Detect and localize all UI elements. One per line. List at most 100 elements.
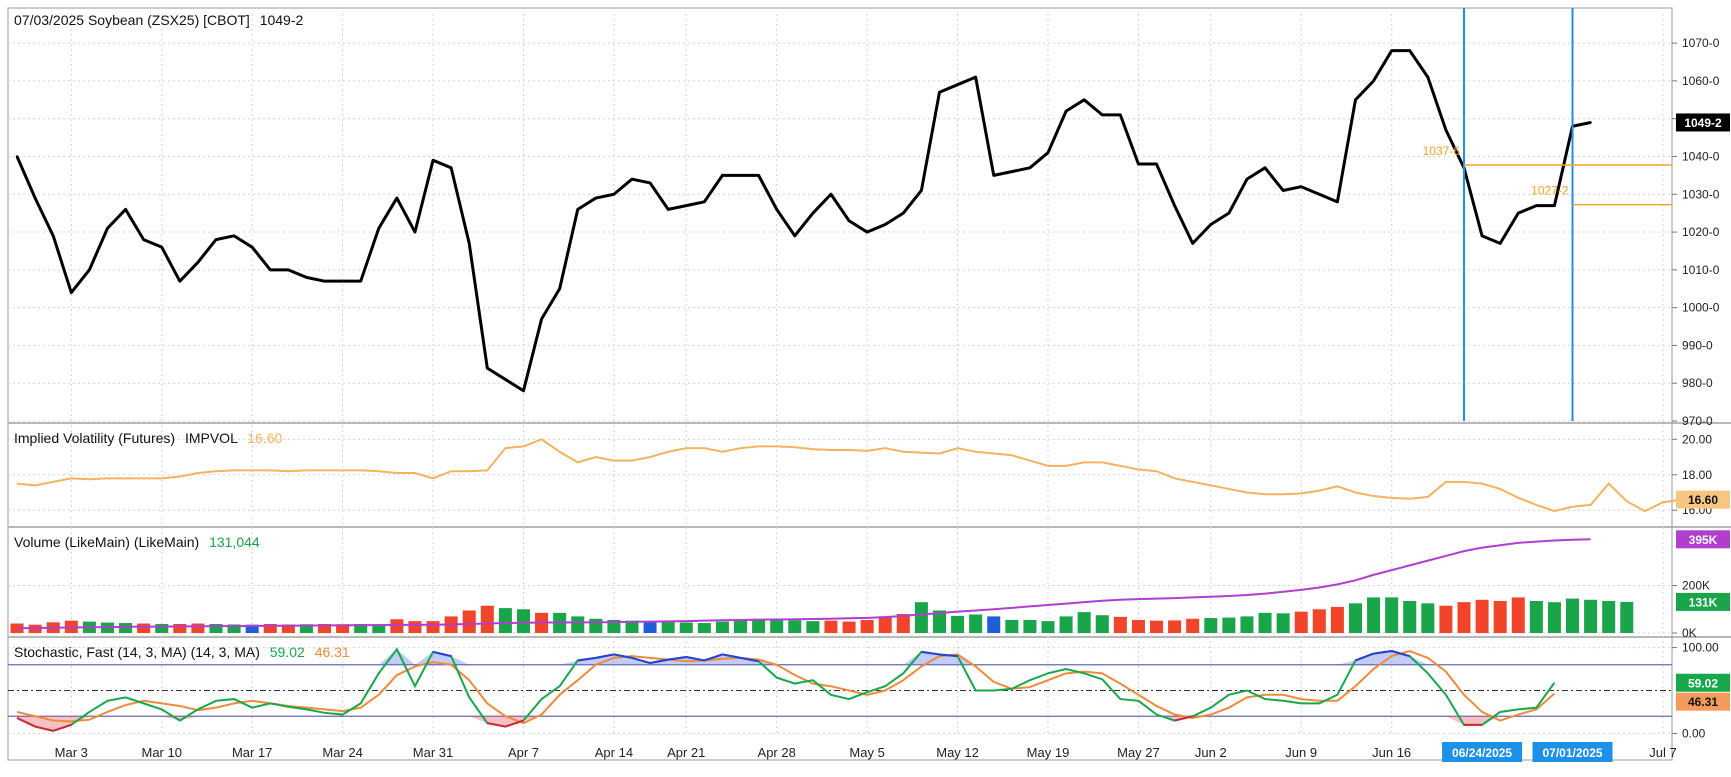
price-point: [1119, 113, 1122, 117]
price-point: [540, 317, 543, 321]
volume-bar: [697, 623, 711, 633]
volume-bar: [932, 610, 946, 633]
price-point: [1046, 151, 1050, 154]
volume-last-tag: 131K: [1689, 595, 1718, 609]
volume-bar: [1005, 619, 1019, 633]
price-point: [775, 208, 778, 211]
ivol-symbol: IMPVOL: [185, 430, 238, 446]
price-point: [1426, 75, 1430, 79]
price-point: [666, 208, 670, 211]
price-point: [1137, 162, 1140, 166]
price-point: [594, 196, 598, 200]
price-y-tick-label: 1030-0: [1682, 187, 1720, 201]
open-interest-tag: 395K: [1689, 533, 1718, 547]
price-point: [739, 174, 742, 177]
price-point: [142, 238, 145, 241]
x-tick-label: Apr 14: [595, 745, 633, 760]
stoch-k-value: 59.02: [270, 644, 305, 660]
price-y-tick-label: 1000-0: [1682, 301, 1720, 315]
volume-bar: [679, 622, 693, 633]
stoch-k-extreme-segment: [1373, 650, 1392, 655]
stoch-k-extreme-segment: [1174, 715, 1193, 722]
price-point: [920, 189, 923, 192]
volume-bar: [1059, 616, 1073, 633]
stoch-k-extreme-segment: [704, 653, 723, 662]
volume-bar: [318, 623, 332, 633]
price-point: [974, 75, 977, 79]
x-tick-label-highlight: 06/24/2025: [1452, 746, 1512, 760]
stoch-k-extreme-segment: [1355, 652, 1374, 662]
volume-bar: [1222, 617, 1236, 633]
price-point: [884, 223, 887, 226]
stochastic-fill-layer: [17, 649, 1555, 731]
x-tick-label: May 27: [1117, 745, 1160, 760]
stoch-k-extreme-segment: [613, 653, 633, 659]
volume-bar: [354, 623, 368, 633]
price-point: [486, 366, 489, 370]
price-point: [395, 196, 399, 200]
volume-bar: [1566, 598, 1580, 633]
volume-bar: [734, 619, 748, 633]
price-point: [359, 279, 362, 283]
price-point: [250, 245, 254, 249]
volume-bar: [516, 609, 530, 633]
open-interest-tag-bg: [1676, 530, 1730, 549]
stoch-k-extreme-segment: [52, 723, 72, 732]
x-tick-label: Mar 31: [413, 745, 453, 760]
volume-bar: [661, 622, 675, 633]
stoch-y-tick-label: 100.00: [1682, 641, 1719, 655]
stoch-k-extreme-segment: [649, 658, 669, 665]
price-point: [558, 287, 561, 290]
volume-bar: [227, 624, 241, 633]
price-y-tick-label: 980-0: [1682, 376, 1713, 390]
price-last-tag-bg: [1676, 113, 1730, 132]
stoch-k-extreme-segment: [722, 653, 741, 659]
price-point: [1010, 170, 1014, 173]
volume-bar: [1294, 611, 1308, 633]
volume-title-text: Volume (LikeMain) (LikeMain): [14, 534, 199, 550]
price-point: [1300, 185, 1303, 188]
volume-bar: [263, 623, 277, 633]
volume-bar: [1620, 601, 1634, 633]
volume-bar: [1439, 605, 1453, 633]
price-point: [1209, 223, 1212, 226]
price-point: [468, 242, 471, 245]
volume-bar: [1511, 597, 1525, 633]
x-highlight-bg: [1442, 742, 1523, 762]
stoch-y-tick-label: 0.00: [1682, 726, 1706, 740]
price-point: [287, 268, 290, 272]
open-interest-line: [17, 538, 1591, 630]
price-point: [70, 291, 73, 294]
volume-last-tag-bg: [1676, 592, 1730, 611]
volume-bar: [137, 623, 151, 633]
x-tick-label: Apr 7: [508, 745, 539, 760]
volume-bar: [119, 623, 133, 633]
volume-panel-title: Volume (LikeMain) (LikeMain) 131,044: [14, 534, 260, 550]
volume-bar: [1168, 620, 1182, 633]
price-y-tick-label: 970-0: [1682, 414, 1713, 428]
oversold-shade: [17, 716, 1555, 731]
x-tick-label: Apr 28: [758, 745, 796, 760]
volume-bar: [480, 605, 494, 633]
x-tick-label: Jun 2: [1195, 745, 1227, 760]
series-layer: [10, 49, 1682, 732]
volume-bar: [1348, 603, 1362, 633]
volume-bar: [860, 619, 874, 633]
stoch-k-extreme-segment: [487, 722, 506, 728]
price-point: [269, 268, 272, 272]
annotation-layer: 1037-6 1027-2: [1423, 8, 1672, 421]
volume-bar: [969, 614, 983, 633]
volume-bar: [1330, 606, 1344, 633]
price-point: [1589, 121, 1592, 124]
price-point: [902, 211, 905, 215]
volume-bar: [1041, 621, 1055, 633]
volume-bar: [372, 624, 386, 633]
x-highlight-bg: [1532, 742, 1613, 762]
x-tick-label: Jun 9: [1285, 745, 1317, 760]
price-last-value: 1049-2: [260, 12, 304, 28]
x-tick-label: Mar 17: [232, 745, 272, 760]
volume-bar: [1131, 619, 1145, 633]
stoch-k-extreme-segment: [505, 719, 524, 728]
stoch-k-extreme-segment: [595, 653, 615, 659]
stoch-k-extreme-segment: [1391, 650, 1411, 658]
